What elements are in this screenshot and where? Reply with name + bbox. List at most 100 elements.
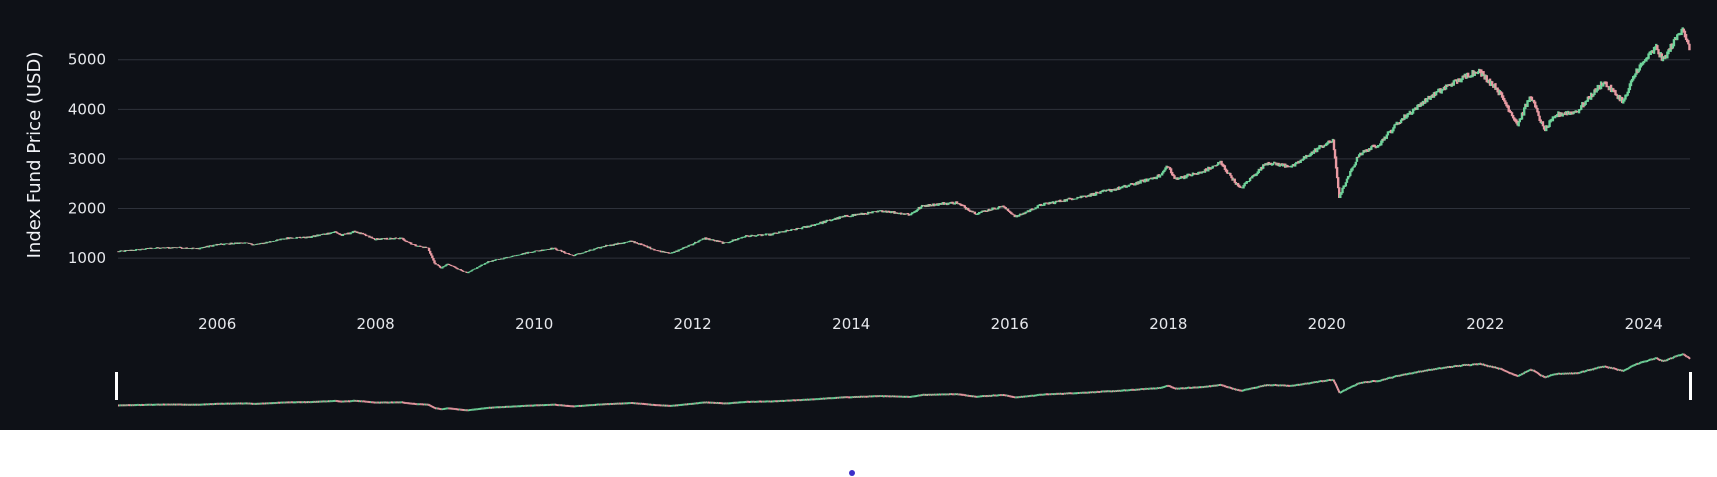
slider-trace-segment [1684, 354, 1688, 358]
slider-trace-segment [1638, 361, 1642, 365]
slider-trace-segment [1342, 389, 1345, 392]
slider-trace-segment [1609, 366, 1613, 370]
slider-right-handle[interactable] [1689, 372, 1692, 400]
slider-trace-segment [1618, 368, 1622, 372]
y-tick-label: 4000 [68, 100, 106, 118]
slider-trace-segment [1657, 358, 1660, 361]
slider-trace-segment [1584, 369, 1587, 373]
slider-trace-segment [1629, 365, 1633, 368]
slider-trace-segment [1423, 369, 1427, 372]
slider-trace-segment [1427, 368, 1430, 371]
slider-trace-segment [1385, 377, 1388, 381]
slider-trace-segment [1620, 369, 1624, 372]
slider-trace-segment [1223, 384, 1226, 388]
slider-trace-segment [1156, 386, 1159, 390]
slider-trace-segment [1507, 371, 1510, 374]
slider-trace-segment [1548, 374, 1551, 378]
slider-trace-segment [1164, 385, 1167, 388]
slider-trace-segment [1341, 390, 1344, 393]
slider-trace-segment [1551, 373, 1554, 376]
slider-trace-segment [1636, 362, 1639, 365]
x-tick-label: 2024 [1625, 315, 1663, 333]
slider-trace-segment [1426, 369, 1429, 372]
slider-trace-segment [1434, 367, 1437, 371]
status-indicator-dot [849, 470, 855, 476]
slider-trace-segment [1533, 369, 1536, 372]
slider-trace-segment [431, 405, 434, 408]
slider-trace-segment [1333, 381, 1337, 385]
slider-trace-segment [1558, 372, 1561, 375]
slider-trace-segment [1616, 368, 1619, 371]
slider-trace-segment [433, 406, 436, 409]
slider-trace-segment [1399, 374, 1403, 377]
slider-left-handle[interactable] [115, 372, 118, 400]
slider-trace-segment [1566, 372, 1569, 375]
slider-trace-segment [428, 403, 431, 407]
slider-trace-segment [1517, 374, 1520, 378]
slider-trace-segment [1524, 370, 1527, 374]
slider-trace-segment [1458, 364, 1461, 368]
slider-trace-segment [1670, 357, 1673, 360]
slider-trace-segment [1233, 387, 1236, 391]
range-slider[interactable] [115, 353, 1692, 412]
slider-trace-segment [1669, 357, 1672, 360]
slider-trace-segment [1623, 369, 1626, 372]
slider-trace-segment [1368, 380, 1371, 384]
slider-trace-segment [1467, 363, 1470, 367]
slider-trace-segment [1614, 367, 1617, 371]
slider-trace-segment [1666, 358, 1669, 362]
slider-trace-segment [1511, 372, 1514, 375]
x-tick-label: 2010 [515, 315, 553, 333]
x-tick-label: 2006 [198, 315, 236, 333]
slider-trace-segment [1542, 375, 1546, 379]
slider-trace-segment [1344, 388, 1348, 392]
slider-trace-segment [1249, 387, 1252, 391]
slider-trace-segment [1432, 368, 1436, 371]
slider-trace-segment [1544, 375, 1548, 379]
slider-trace-segment [1335, 385, 1339, 389]
slider-trace-segment [1481, 363, 1484, 366]
slider-trace-segment [1589, 368, 1593, 371]
y-axis-title: Index Fund Price (USD) [24, 52, 45, 259]
slider-trace-segment [1497, 367, 1500, 370]
slider-trace-segment [1435, 367, 1438, 371]
slider-trace-segment [1220, 383, 1223, 387]
slider-trace-segment [1234, 388, 1237, 391]
slider-trace-segment [1586, 369, 1590, 372]
slider-trace-segment [1601, 365, 1604, 368]
slider-trace-segment [1528, 368, 1531, 372]
slider-trace-segment [1572, 372, 1575, 375]
slider-trace-segment [1393, 375, 1396, 378]
slider-trace-segment [1607, 366, 1610, 369]
slider-trace-segment [1485, 364, 1488, 367]
x-tick-label: 2022 [1466, 315, 1504, 333]
y-tick-label: 3000 [68, 150, 106, 168]
slider-trace-segment [1381, 378, 1384, 382]
slider-trace-segment [1667, 357, 1670, 361]
slider-trace-segment [1536, 371, 1539, 374]
slider-trace-segment [1537, 372, 1540, 375]
slider-trace-segment [1522, 371, 1526, 375]
slider-trace-segment [1472, 363, 1475, 366]
slider-trace-segment [1526, 370, 1529, 373]
slider-trace-segment [1412, 371, 1415, 375]
slider-trace-segment [1660, 359, 1664, 362]
slider-trace-segment [1635, 362, 1638, 366]
slider-trace-segment [1494, 366, 1497, 369]
slider-trace-segment [1538, 373, 1541, 376]
slider-trace-segment [1499, 367, 1502, 370]
slider-trace-segment [1229, 386, 1232, 389]
slider-trace-segment [1605, 365, 1608, 369]
x-tick-label: 2020 [1308, 315, 1346, 333]
slider-trace-segment [1541, 374, 1545, 378]
slider-trace-segment [1557, 372, 1560, 375]
price-series [117, 27, 1691, 274]
slider-trace-segment [1498, 367, 1501, 370]
slider-trace-segment [1242, 389, 1245, 392]
slider-trace-segment [1683, 353, 1687, 357]
slider-trace-segment [1595, 367, 1598, 370]
slider-trace-segment [1421, 370, 1425, 373]
slider-trace-segment [1207, 385, 1210, 388]
slider-trace-segment [1445, 366, 1448, 369]
slider-trace-segment [1383, 378, 1386, 381]
